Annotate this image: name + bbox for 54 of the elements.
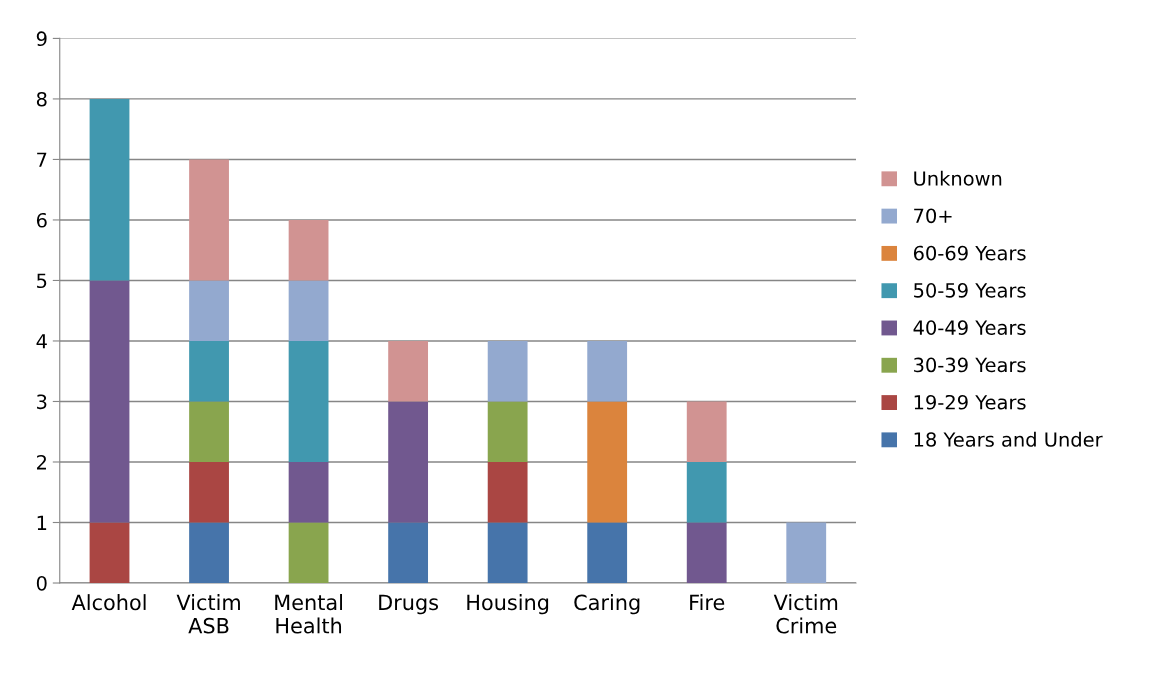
bar [686, 522, 727, 584]
x-tick-label: Alcohol [71, 594, 146, 611]
x-tick-label: Victim ASB [176, 594, 240, 634]
bar [288, 219, 329, 281]
bar [686, 461, 727, 523]
bar [189, 159, 229, 281]
legend-label: 18 Years and Under [914, 431, 1103, 447]
x-tick-label: Drugs [379, 594, 439, 615]
bar [89, 522, 130, 584]
y-tick-label: 5 [37, 273, 47, 289]
y-tick-label: 2 [37, 454, 46, 470]
bar [487, 461, 528, 523]
x-tick-label: Fire [690, 594, 725, 611]
bar [487, 401, 528, 462]
bar [388, 522, 429, 584]
legend-label: 50-59 Years [914, 283, 1026, 298]
y-tick-label: 1 [37, 515, 47, 530]
bar [587, 522, 628, 584]
bar [189, 340, 229, 402]
x-tick-label: Mental Health [275, 594, 342, 634]
legend-label: 30-39 Years [914, 357, 1026, 373]
bar [189, 522, 229, 584]
legend-label: 40-49 Years [913, 320, 1026, 335]
bar [587, 401, 628, 523]
bar [587, 340, 628, 402]
bar [288, 340, 329, 462]
y-tick-label: 6 [36, 212, 47, 228]
bar [89, 98, 130, 281]
bar [189, 461, 229, 523]
bar [388, 401, 429, 523]
y-tick-label: 8 [36, 91, 47, 107]
y-tick-label: 3 [37, 394, 47, 410]
y-tick-label: 4 [36, 334, 47, 349]
bar [686, 401, 727, 462]
bar [487, 522, 528, 584]
y-tick-label: 7 [37, 152, 47, 167]
bar [786, 522, 827, 584]
legend-label: 60-69 Years [913, 245, 1026, 261]
y-tick-label: 9 [36, 31, 47, 47]
bar [288, 461, 329, 523]
bar [487, 340, 528, 402]
legend-label: 19-29 Years [914, 394, 1026, 410]
x-tick-label: Victim Crime [773, 594, 838, 634]
x-tick-label: Housing [467, 594, 549, 615]
y-tick-label: 0 [36, 575, 47, 591]
bar [388, 340, 429, 402]
x-tick-label: Caring [574, 594, 640, 615]
legend-label: Unknown [914, 170, 1002, 186]
bar [89, 280, 130, 523]
legend-label: 70+ [914, 208, 952, 224]
bar [288, 280, 329, 341]
bar [189, 280, 229, 341]
bar [189, 401, 229, 462]
bar [288, 522, 329, 584]
